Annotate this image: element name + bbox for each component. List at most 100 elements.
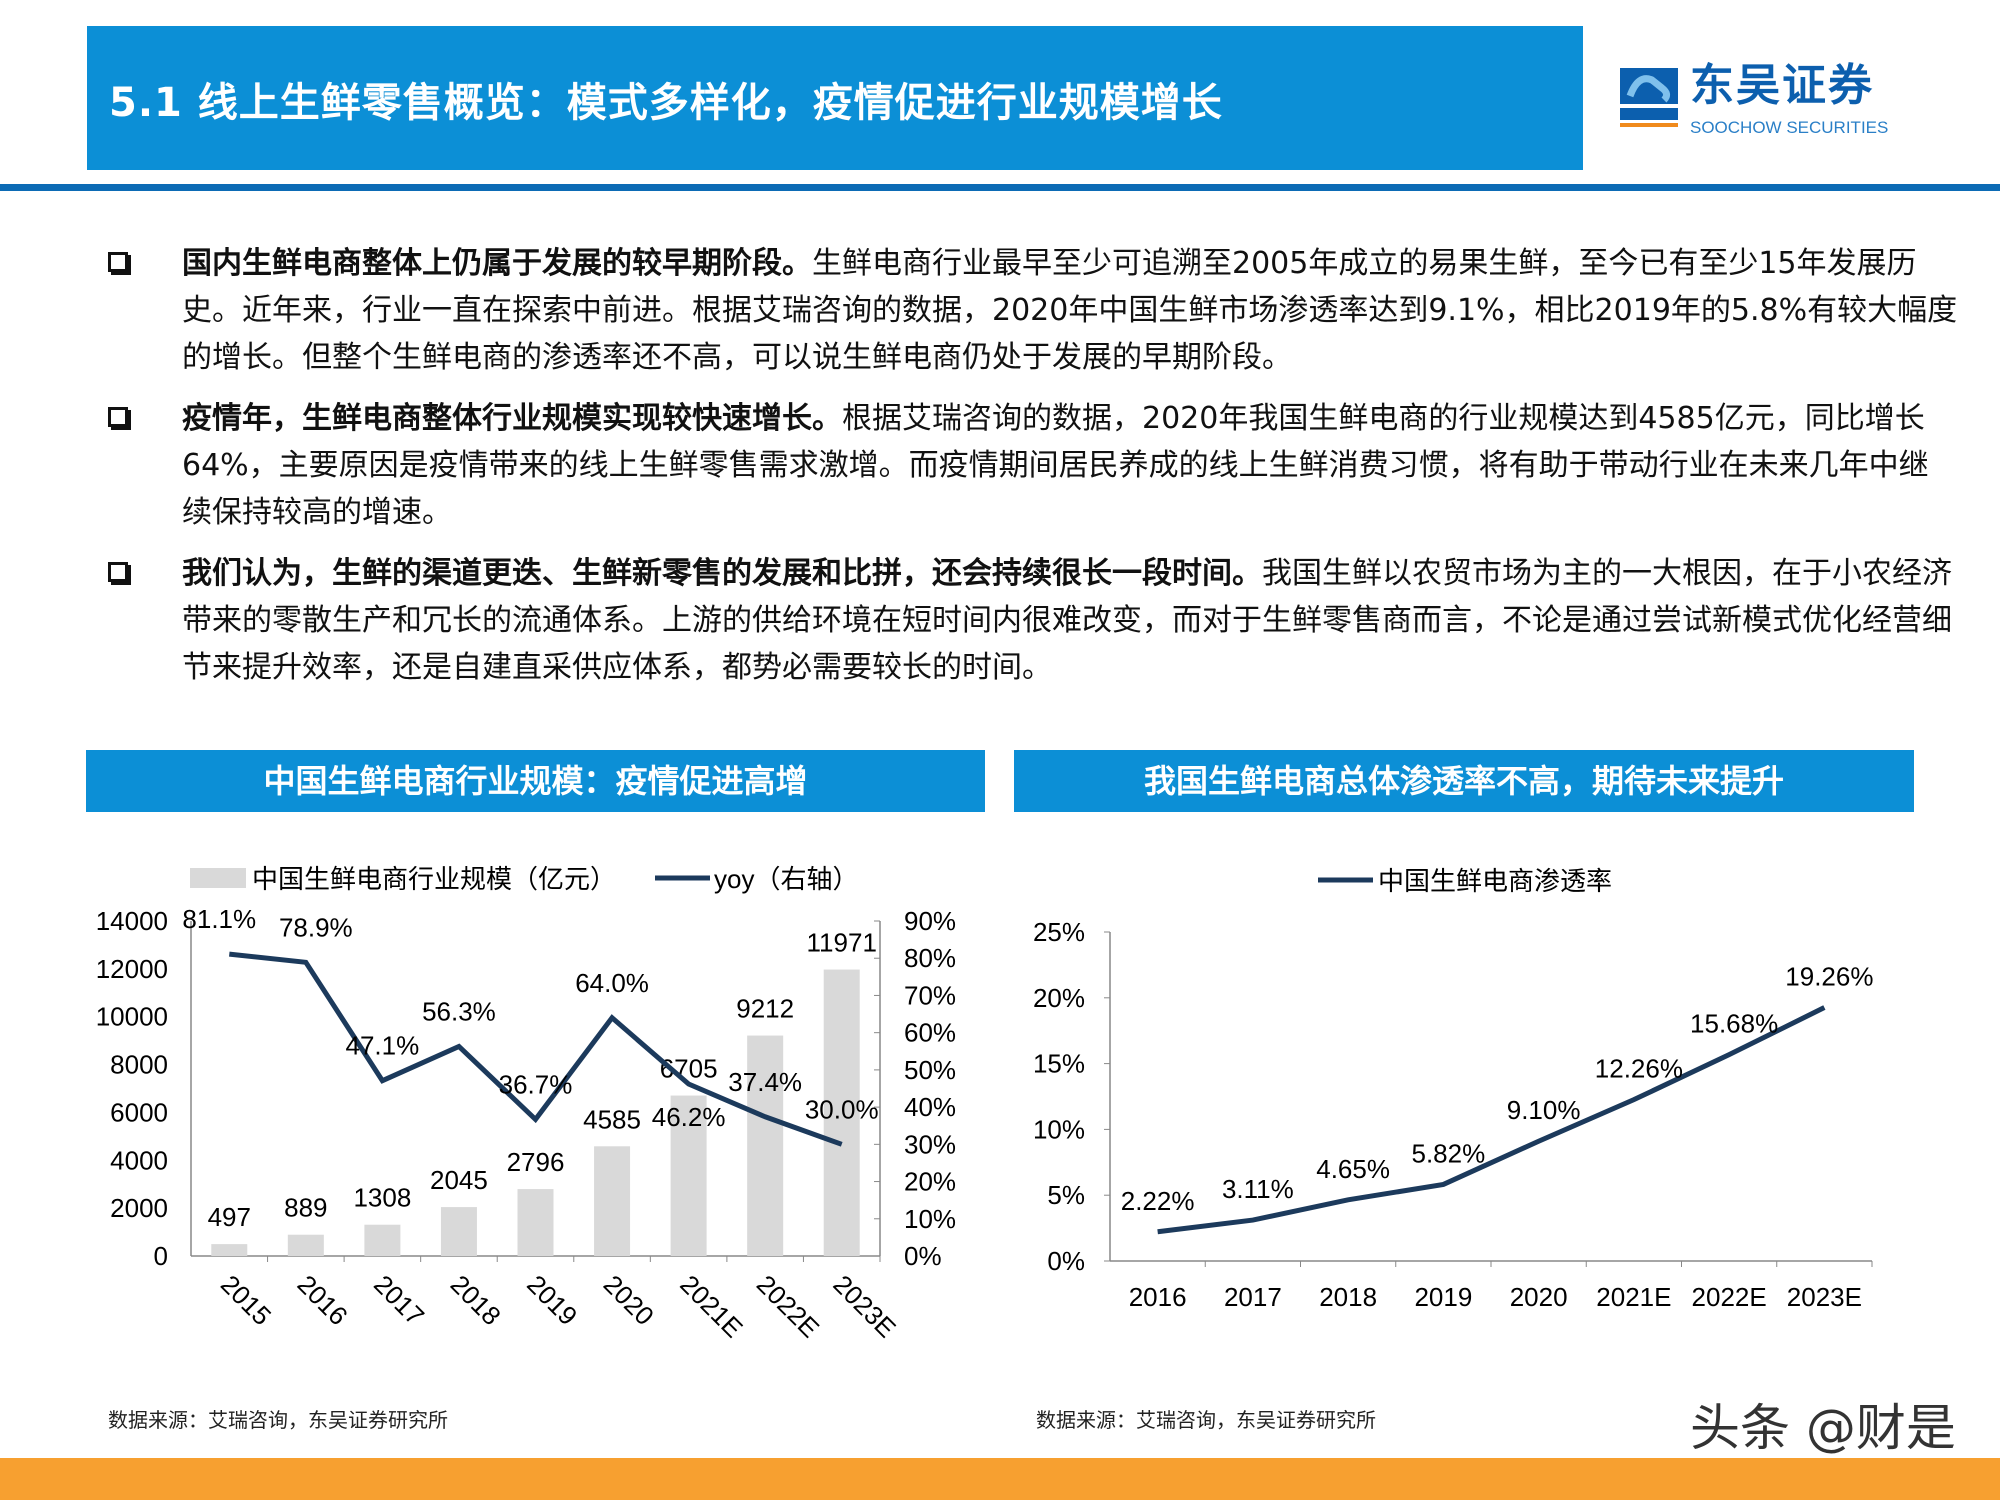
x-tick-label: 2023E <box>1787 1282 1862 1312</box>
bar <box>747 1035 784 1256</box>
bar <box>211 1244 248 1256</box>
yoy-value-label: 37.4% <box>728 1067 802 1097</box>
penetration-value-label: 3.11% <box>1222 1174 1294 1204</box>
left-chart-caption: 中国生鲜电商行业规模：疫情促进高增 <box>86 750 985 812</box>
y-tick-label: 14000 <box>96 906 168 936</box>
x-tick-label: 2022E <box>751 1269 825 1343</box>
left-source: 数据来源：艾瑞咨询，东吴证券研究所 <box>108 1408 448 1432</box>
yoy-value-label: 30.0% <box>805 1094 879 1124</box>
legend-bar-swatch <box>190 868 246 888</box>
page-title: 5.1 线上生鲜零售概览：模式多样化，疫情促进行业规模增长 <box>109 80 1223 126</box>
bullet-lead: 疫情年，生鲜电商整体行业规模实现较快速增长。 <box>182 401 842 436</box>
y2-tick-label: 50% <box>904 1055 956 1085</box>
y-tick-label: 25% <box>1033 917 1085 947</box>
bar-value-label: 9212 <box>736 994 794 1024</box>
bar <box>823 969 860 1256</box>
y-tick-label: 20% <box>1033 983 1085 1013</box>
logo-mark-icon <box>1620 68 1678 127</box>
x-tick-label: 2019 <box>521 1269 583 1331</box>
footer-bar <box>0 1458 2000 1500</box>
bar <box>517 1189 554 1256</box>
penetration-value-label: 9.10% <box>1507 1095 1581 1125</box>
legend-line-label: yoy（右轴） <box>714 864 858 894</box>
y-tick-label: 10% <box>1033 1114 1085 1144</box>
bullet-lead: 国内生鲜电商整体上仍属于发展的较早期阶段。 <box>182 246 812 281</box>
logo-en: SOOCHOW SECURITIES <box>1690 118 1889 137</box>
legend-bar-label: 中国生鲜电商行业规模（亿元） <box>252 864 616 894</box>
x-tick-label: 2020 <box>1510 1282 1568 1312</box>
x-tick-label: 2016 <box>1129 1282 1187 1312</box>
bar-value-label: 4585 <box>583 1104 641 1134</box>
y-tick-label: 0 <box>154 1241 168 1271</box>
logo-cn: 东吴证券 <box>1690 60 1874 111</box>
header-divider <box>0 184 2000 191</box>
y-tick-label: 0% <box>1047 1246 1085 1276</box>
checkbox-bullet-icon <box>108 562 128 582</box>
penetration-value-label: 2.22% <box>1121 1186 1195 1216</box>
y2-tick-label: 0% <box>904 1241 942 1271</box>
y-tick-label: 8000 <box>110 1050 168 1080</box>
checkbox-bullet-icon <box>108 407 128 427</box>
yoy-value-label: 64.0% <box>575 968 649 998</box>
bar-value-label: 2045 <box>430 1165 488 1195</box>
y-tick-label: 15% <box>1033 1049 1085 1079</box>
bar-value-label: 889 <box>284 1193 327 1223</box>
soochow-logo: 东吴证券 SOOCHOW SECURITIES <box>1618 60 1918 146</box>
x-tick-label: 2020 <box>598 1269 660 1331</box>
market-size-chart: 中国生鲜电商行业规模（亿元） yoy（右轴） 0 2000 4000 6000 8000 10… <box>96 864 956 1343</box>
y2-tick-label: 90% <box>904 906 956 936</box>
bullet-lead: 我们认为，生鲜的渠道更迭、生鲜新零售的发展和比拼，还会持续很长一段时间。 <box>182 556 1262 591</box>
y2-tick-label: 40% <box>904 1092 956 1122</box>
right-source: 数据来源：艾瑞咨询，东吴证券研究所 <box>1036 1408 1376 1432</box>
watermark: 头条 @财是 <box>1690 1399 1956 1457</box>
y2-tick-label: 10% <box>904 1204 956 1234</box>
y-tick-label: 10000 <box>96 1002 168 1032</box>
bar-value-label: 11971 <box>807 928 877 958</box>
x-tick-label: 2016 <box>292 1269 354 1331</box>
y-tick-label: 2000 <box>110 1193 168 1223</box>
bar <box>287 1234 324 1256</box>
bar <box>670 1095 707 1256</box>
legend-line-label: 中国生鲜电商渗透率 <box>1378 866 1612 896</box>
penetration-value-label: 4.65% <box>1316 1154 1390 1184</box>
penetration-value-label: 12.26% <box>1595 1054 1683 1084</box>
x-tick-label: 2017 <box>368 1269 430 1331</box>
x-tick-label: 2018 <box>445 1269 507 1331</box>
x-tick-label: 2021E <box>674 1269 748 1343</box>
x-tick-label: 2019 <box>1414 1282 1472 1312</box>
bar-value-label: 1308 <box>353 1183 411 1213</box>
x-tick-label: 2015 <box>215 1269 277 1331</box>
yoy-value-label: 47.1% <box>346 1031 420 1061</box>
y2-tick-label: 60% <box>904 1018 956 1048</box>
y2-tick-label: 30% <box>904 1129 956 1159</box>
yoy-line <box>229 951 843 1147</box>
bullet-2: 疫情年，生鲜电商整体行业规模实现较快速增长。根据艾瑞咨询的数据，2020年我国生… <box>108 395 1958 536</box>
x-tick-label: 2017 <box>1224 1282 1282 1312</box>
y-tick-label: 12000 <box>96 954 168 984</box>
bullet-1: 国内生鲜电商整体上仍属于发展的较早期阶段。生鲜电商行业最早至少可追溯至2005年… <box>108 240 1958 381</box>
x-tick-label: 2018 <box>1319 1282 1377 1312</box>
penetration-chart: 中国生鲜电商渗透率 0% 5% 10% 15% 20% 25% 2016 2017 2018 201… <box>1033 866 1874 1312</box>
checkbox-bullet-icon <box>108 252 128 272</box>
bullet-text: 生鲜电商行业最早至少可追溯至2005年成立的易果生鲜，至今已有至少15年发展历史… <box>182 246 1958 375</box>
penetration-line <box>1157 1005 1826 1235</box>
yoy-value-label: 78.9% <box>279 912 353 942</box>
y2-tick-label: 20% <box>904 1167 956 1197</box>
bar-value-label: 2796 <box>507 1147 565 1177</box>
right-chart-caption: 我国生鲜电商总体渗透率不高，期待未来提升 <box>1014 750 1914 812</box>
yoy-value-label: 46.2% <box>652 1102 726 1132</box>
x-tick-label: 2022E <box>1692 1282 1767 1312</box>
bar <box>594 1146 631 1256</box>
bar-value-label: 497 <box>208 1202 251 1232</box>
penetration-value-label: 19.26% <box>1785 962 1873 992</box>
bullet-list: 国内生鲜电商整体上仍属于发展的较早期阶段。生鲜电商行业最早至少可追溯至2005年… <box>108 240 1958 691</box>
yoy-value-label: 56.3% <box>422 996 496 1026</box>
penetration-value-label: 15.68% <box>1690 1009 1778 1039</box>
bullet-text: 我国生鲜以农贸市场为主的一大根因，在于小农经济带来的零散生产和冗长的流通体系。上… <box>182 556 1952 685</box>
y2-tick-label: 80% <box>904 943 956 973</box>
bullet-text: 根据艾瑞咨询的数据，2020年我国生鲜电商的行业规模达到4585亿元，同比增长6… <box>182 401 1929 530</box>
x-tick-label: 2021E <box>1596 1282 1671 1312</box>
y2-tick-label: 70% <box>904 980 956 1010</box>
yoy-value-label: 36.7% <box>499 1069 573 1099</box>
penetration-value-label: 5.82% <box>1412 1138 1486 1168</box>
